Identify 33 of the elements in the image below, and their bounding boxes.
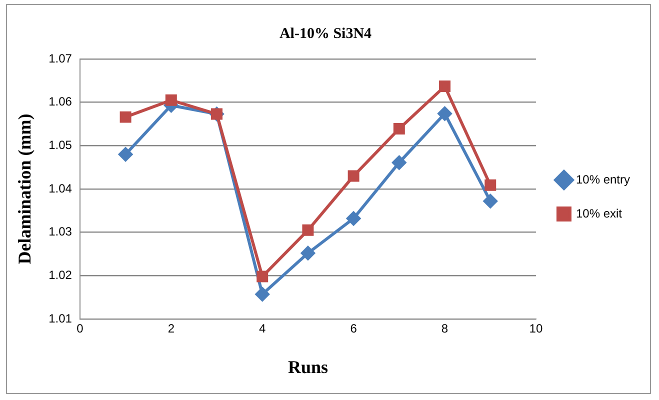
x-tick-label: 8 [441,322,448,336]
y-tick-label: 1.07 [48,51,72,66]
y-tick-label: 1.05 [48,138,72,152]
point [302,224,314,236]
point [484,179,496,191]
x-tick-label: 4 [259,322,266,336]
x-tick-label: 10 [529,322,543,336]
y-axis-title: Delamination (mm) [14,114,34,264]
point [118,147,133,162]
point [120,111,132,123]
x-tick-label: 0 [76,322,84,336]
point [256,270,268,282]
point [392,156,406,170]
y-tick-label: 1.04 [48,181,72,196]
y-tick-label: 1.01 [48,311,72,326]
y-tick-label: 1.06 [48,94,72,109]
x-tick-label: 2 [168,322,175,336]
point [300,246,315,260]
point [438,106,452,121]
point [346,211,361,226]
point [348,170,360,182]
point [165,94,177,106]
x-axis-title: Runs [288,356,328,377]
point [483,194,498,208]
y-tick-label: 1.02 [48,268,72,282]
point [439,80,451,92]
point [255,287,270,302]
point [393,123,405,135]
y-tick-label: 1.03 [48,224,72,239]
chart-title: Al-10% Si3N4 [279,26,372,42]
legend-label: 10% entry [576,172,630,186]
x-tick-label: 6 [350,322,358,336]
legend-label: 10% exit [576,206,623,220]
